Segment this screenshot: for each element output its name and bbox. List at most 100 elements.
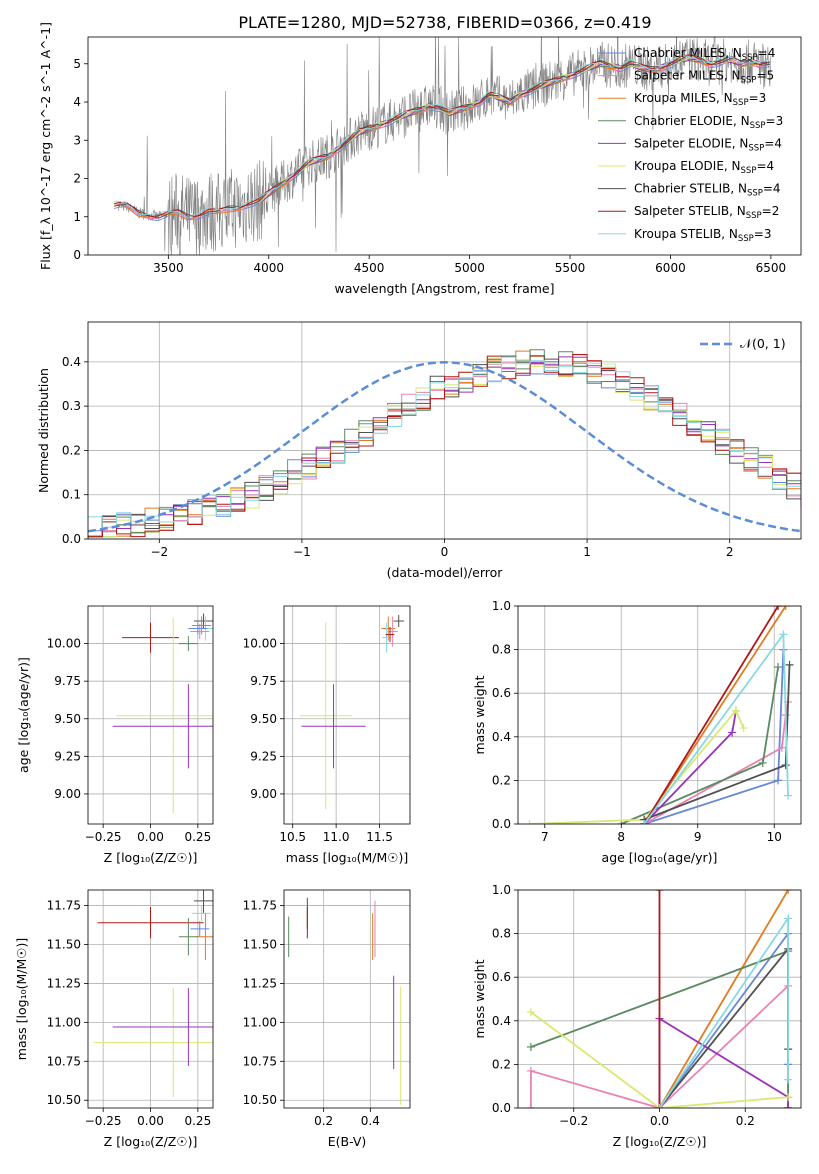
plus-marker [777,743,786,752]
grid-mass-vs-EBV [284,890,410,1108]
errorbar-point [192,905,212,922]
observed-spectrum [117,37,772,255]
x-tick-label: 4000 [253,261,284,275]
legend-entry: Salpeter MILES, NSSP=5 [634,69,774,86]
weight-line-kroupa-miles [643,606,787,824]
legend-entry: Salpeter ELODIE, NSSP=4 [634,136,782,153]
x-axis-label: Z [log₁₀(Z/Z☉)] [613,1134,707,1149]
weight-line-kroupa-miles [658,890,789,1108]
x-tick-label: 11.5 [366,830,393,844]
x-tick-label: 8 [617,830,625,844]
y-tick-label: 0.4 [492,1014,511,1028]
plus-marker [784,1093,793,1102]
hist-chabrier-stelib [88,355,801,538]
y-tick-label: 11.25 [47,976,81,990]
x-tick-label: 10 [767,830,782,844]
x-tick-label: 0.4 [361,1114,380,1128]
hist-kroupa-elodie [88,354,801,538]
x-tick-label: 0.2 [314,1114,333,1128]
hist-kroupa-stelib [88,356,801,528]
errorbar-point [116,618,213,814]
plus-marker [774,606,783,610]
legend-entry: 𝒩(0, 1) [740,336,786,351]
errorbar-point [112,684,213,769]
plus-marker [779,630,788,639]
plot-frame [517,889,802,1109]
model-kroupa-stelib [114,55,770,218]
errorbar-point [194,890,213,914]
x-tick-label: 5000 [454,261,485,275]
plus-marker [526,1104,535,1108]
y-tick-label: 11.25 [243,976,277,990]
weight-line-kroupa-elodie [530,1011,789,1108]
plus-marker [783,791,792,800]
plus-marker [781,761,790,770]
errorbar-point [122,622,179,653]
errorbar-point [178,636,198,652]
grid-massweight-vs-age [518,605,801,825]
errorbar-point [299,622,352,809]
plus-marker [655,1104,664,1108]
x-tick-label: 6500 [756,261,787,275]
y-tick-label: 0.6 [492,970,511,984]
grid-mass-vs-Z [88,890,213,1108]
y-tick-label: 0.0 [62,532,81,546]
y-tick-label: 0.3 [62,399,81,413]
x-tick-label: 5500 [555,261,586,275]
plus-marker [526,1008,535,1017]
errorbar-point [93,988,213,1098]
axes-massweight-vs-Z: −0.2 0.0 0.2 0.0 0.2 0.4 0.6 0.8 1.0 Z [log₁₀(Z/Z… [472,883,802,1149]
y-tick-label: 0.8 [492,643,511,657]
y-tick-label: 10.50 [47,1093,81,1107]
y-axis-label: mass weight [472,959,487,1038]
y-tick-label: 9.50 [54,712,81,726]
legend-entry: Kroupa MILES, NSSP=3 [634,91,766,108]
y-tick-label: 1.0 [492,599,511,613]
x-tick-label: 4500 [354,261,385,275]
plus-marker [781,606,790,610]
plot-frame [87,889,214,1109]
y-tick-label: 0.2 [62,443,81,457]
plot-frame [87,605,214,825]
hist-chabrier-miles [88,355,801,533]
y-tick-label: 11.00 [243,1015,277,1029]
weight-line-salpeter-elodie [658,1016,789,1108]
weight-line-chabrier-stelib [643,664,791,821]
y-tick-label: 3 [73,133,81,147]
x-axis-label: mass [log₁₀(M/M☉)] [286,850,408,865]
legend-entry: Kroupa ELODIE, NSSP=4 [634,159,774,176]
errorbar-point [188,622,208,635]
x-tick-label: −2 [150,545,168,559]
y-tick-label: 10.75 [243,1054,277,1068]
legend-entry: Chabrier STELIB, NSSP=4 [634,182,781,199]
x-tick-label: 1 [583,545,591,559]
weight-line-chabrier-elodie [620,666,779,824]
y-tick-label: 0.0 [492,1101,511,1115]
histograms [88,349,801,538]
y-tick-label: 11.00 [47,1015,81,1029]
grid-age-vs-Z [88,606,213,824]
x-tick-label: −0.25 [85,1114,122,1128]
errorbar-point [178,918,198,956]
plus-marker [525,820,534,824]
x-tick-label: 6000 [655,261,686,275]
plus-marker [526,1042,535,1051]
axes-mass-vs-Z: −0.25 0.00 0.25 10.50 10.75 11.00 11.25 11.50 11… [14,889,214,1149]
y-tick-label: 11.50 [47,938,81,952]
x-tick-label: −0.25 [85,830,122,844]
y-axis-label: age [log₁₀(age/yr)] [16,657,31,773]
plus-marker [526,1066,535,1075]
x-axis-label: (data-model)/error [387,565,504,580]
y-tick-label: 0.6 [492,686,511,700]
weight-lines [525,606,794,824]
y-tick-label: 4 [73,95,81,109]
plus-marker [758,758,767,767]
axes-residuals: −2 −1 0 1 2 0.0 0.1 0.2 0.3 0.4 (data-model)/error… [36,321,802,580]
x-axis-label: wavelength [Angstrom, rest frame] [334,281,554,296]
errorbar-point [194,613,213,629]
y-axis-label: mass [log₁₀(M/M☉)] [14,938,29,1060]
figure-title: PLATE=1280, MJD=52738, FIBERID=0366, z=0… [238,13,651,32]
errorbar-point [393,615,404,628]
grid-age-vs-mass [284,606,410,824]
y-tick-label: 0.0 [492,817,511,831]
